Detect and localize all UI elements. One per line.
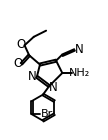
Text: N: N [75,43,84,56]
Text: NH₂: NH₂ [69,68,90,78]
Text: O: O [13,57,22,70]
Text: O: O [16,38,25,51]
Text: N: N [28,70,37,83]
Text: Br: Br [41,109,53,119]
Text: N: N [49,81,57,94]
